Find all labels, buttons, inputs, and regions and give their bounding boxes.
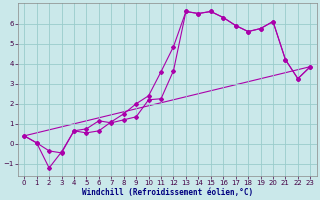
X-axis label: Windchill (Refroidissement éolien,°C): Windchill (Refroidissement éolien,°C) — [82, 188, 253, 197]
